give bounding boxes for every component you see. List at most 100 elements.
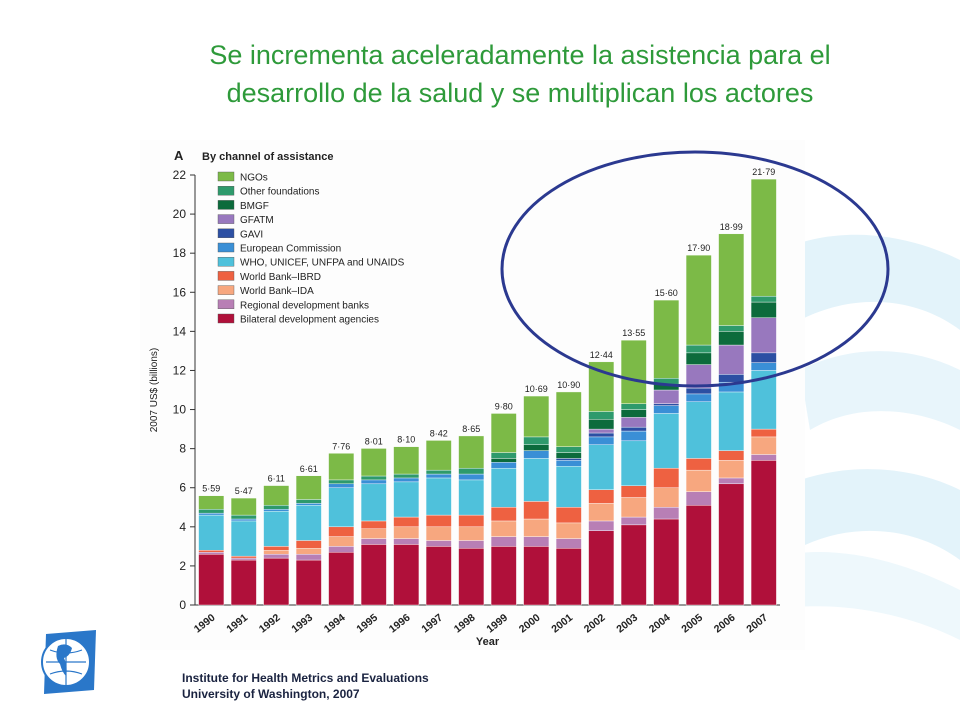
bar-segment xyxy=(588,436,615,445)
globe-logo-icon xyxy=(41,630,96,694)
bar-segment xyxy=(328,453,355,481)
bar-total-label: 18·99 xyxy=(720,222,743,232)
bar-segment xyxy=(523,546,550,606)
y-tick-label: 16 xyxy=(173,285,187,299)
bar-segment xyxy=(328,526,355,537)
bar-segment xyxy=(718,344,745,375)
bar-segment xyxy=(588,503,615,522)
bar-segment xyxy=(425,477,452,516)
bar-segment xyxy=(393,446,420,475)
legend-label: BMGF xyxy=(240,201,269,212)
bar-segment xyxy=(263,557,290,606)
legend-label: European Commission xyxy=(240,244,341,255)
bar-segment xyxy=(620,524,647,606)
bar-segment xyxy=(458,473,485,481)
legend-swatch xyxy=(217,186,235,196)
bar-segment xyxy=(620,516,647,526)
x-tick-label: 1997 xyxy=(419,612,445,636)
bar-segment xyxy=(523,395,550,438)
bar-segment xyxy=(295,559,322,606)
legend-swatch xyxy=(217,271,235,281)
bar-segment xyxy=(393,477,420,483)
bar-total-label: 5·59 xyxy=(202,484,220,494)
bar-segment xyxy=(620,497,647,518)
y-tick-label: 14 xyxy=(173,324,187,338)
bar-segment xyxy=(295,540,322,549)
bar-segment xyxy=(718,450,745,461)
bar-segment xyxy=(360,520,387,529)
x-axis-label: Year xyxy=(476,636,500,648)
bar-segment xyxy=(458,435,485,469)
bar-segment xyxy=(458,548,485,606)
bar-segment xyxy=(458,467,485,475)
bar-segment xyxy=(620,409,647,418)
x-tick-label: 1990 xyxy=(192,612,218,636)
bar-segment xyxy=(295,505,322,541)
bar-segment xyxy=(490,462,517,469)
chart-title: By channel of assistance xyxy=(202,151,333,163)
bar-total-label: 21·79 xyxy=(752,167,775,177)
bar-total-label: 13·55 xyxy=(622,328,645,338)
bar-segment xyxy=(198,552,225,555)
bar-segment xyxy=(425,526,452,541)
bar-segment xyxy=(588,520,615,531)
bar-segment xyxy=(653,383,680,391)
bar-segment xyxy=(685,364,712,389)
bar-segment xyxy=(523,536,550,547)
bar-segment xyxy=(750,317,777,354)
bar-segment xyxy=(425,440,452,471)
bar-total-label: 10·69 xyxy=(525,384,548,394)
bar-segment xyxy=(685,352,712,365)
x-tick-label: 1991 xyxy=(224,612,250,636)
bar-segment xyxy=(263,510,290,547)
bar-segment xyxy=(425,546,452,606)
bar-total-label: 17·90 xyxy=(687,243,710,253)
bar-segment xyxy=(458,526,485,541)
bar-segment xyxy=(750,428,777,438)
legend-label: World Bank–IBRD xyxy=(240,272,321,283)
legend-swatch xyxy=(217,299,235,310)
bar-total-label: 7·76 xyxy=(332,441,350,451)
bar-segment xyxy=(198,553,225,606)
bar-segment xyxy=(653,405,680,414)
bar-segment xyxy=(750,178,777,297)
footer-credit: Institute for Health Metrics and Evaluat… xyxy=(182,670,429,702)
x-tick-label: 1998 xyxy=(452,612,478,636)
bar-segment xyxy=(458,514,485,528)
bar-segment xyxy=(750,460,777,606)
bar-segment xyxy=(393,481,420,518)
bar-segment xyxy=(555,548,582,606)
bar-segment xyxy=(230,518,257,522)
y-tick-label: 0 xyxy=(179,598,186,612)
bar-segment xyxy=(653,507,680,520)
bar-segment xyxy=(490,507,517,522)
bar-segment xyxy=(458,479,485,516)
bar-total-label: 9·80 xyxy=(495,401,513,411)
y-tick-label: 6 xyxy=(179,481,186,495)
bar-segment xyxy=(263,550,290,555)
bar-segment xyxy=(263,485,290,506)
legend-swatch xyxy=(217,228,235,239)
x-tick-label: 2001 xyxy=(549,612,575,636)
bar-segment xyxy=(360,528,387,539)
y-tick-label: 20 xyxy=(173,207,187,221)
x-tick-label: 2002 xyxy=(582,612,608,636)
bar-segment xyxy=(588,489,615,504)
footer-line-2: University of Washington, 2007 xyxy=(182,687,360,701)
bar-segment xyxy=(523,501,550,520)
bar-segment xyxy=(588,444,615,490)
stacked-bar-chart: 0 2 4 6 8 10 12 14 16 18 20 22 2007 US$ (billions) Ye… xyxy=(149,148,780,648)
bar-segment xyxy=(653,299,680,379)
bar-total-label: 12·44 xyxy=(590,350,613,360)
bar-segment xyxy=(490,458,517,463)
bar-segment xyxy=(523,458,550,502)
bar-segment xyxy=(230,514,257,520)
legend-label: GFATM xyxy=(240,215,274,226)
bar-segment xyxy=(490,520,517,537)
bar-segment xyxy=(490,467,517,508)
bar-segment xyxy=(425,540,452,547)
bar-segment xyxy=(718,381,745,393)
bar-segment xyxy=(263,553,290,559)
bar-segment xyxy=(588,419,615,430)
bar-segment xyxy=(263,505,290,510)
